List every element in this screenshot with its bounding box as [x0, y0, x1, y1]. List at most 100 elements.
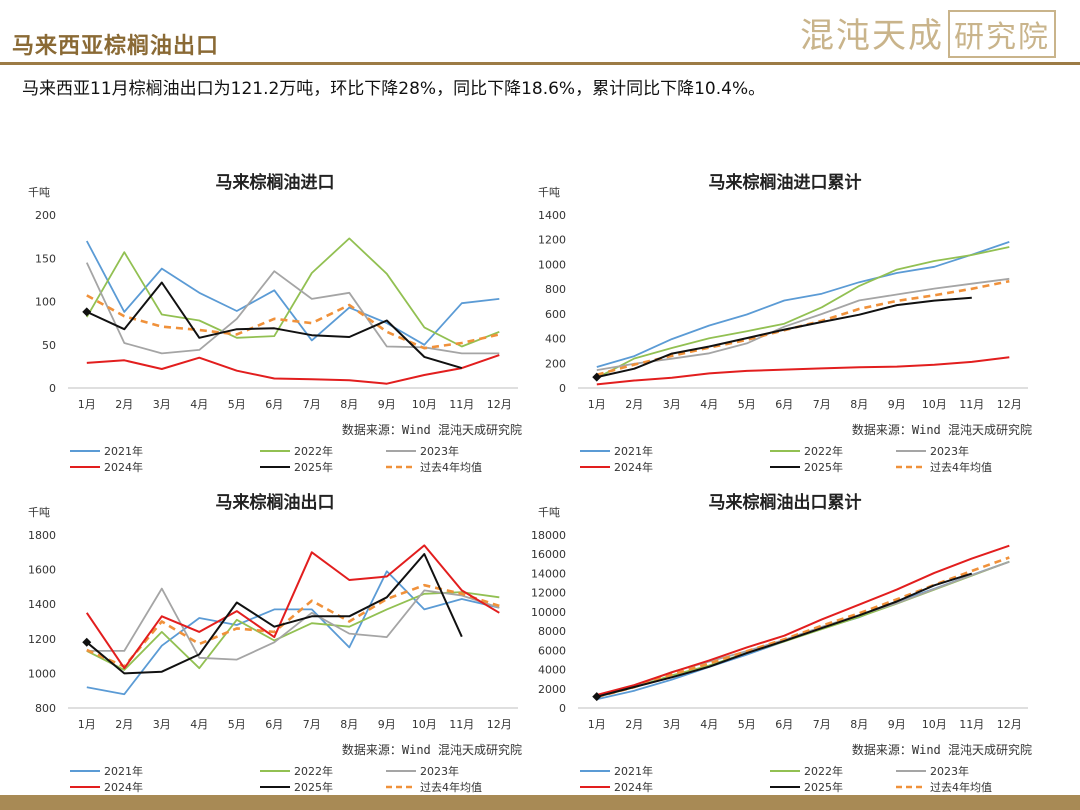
y-tick-label: 4000: [538, 664, 566, 677]
y-tick-label: 10000: [531, 606, 566, 619]
legend-label: 2024年: [614, 460, 653, 474]
series-marker-2025: [592, 372, 602, 382]
y-unit-label: 千吨: [28, 506, 50, 519]
series-line-2024: [85, 544, 500, 670]
legend-label: 2024年: [104, 460, 143, 474]
y-unit-label: 千吨: [538, 186, 560, 199]
x-tick-label: 6月: [775, 398, 793, 411]
x-tick-label: 9月: [888, 718, 906, 731]
legend-label: 过去4年均值: [930, 460, 992, 474]
y-tick-label: 100: [35, 296, 56, 309]
x-tick-label: 9月: [888, 398, 906, 411]
x-tick-label: 1月: [78, 398, 96, 411]
x-tick-label: 2月: [115, 718, 133, 731]
x-tick-label: 1月: [78, 718, 96, 731]
x-tick-label: 12月: [487, 398, 512, 411]
data-source-note: 数据来源：Wind 混沌天成研究院: [852, 422, 1032, 437]
y-tick-label: 200: [35, 209, 56, 222]
x-tick-label: 3月: [663, 398, 681, 411]
y-tick-label: 800: [35, 702, 56, 715]
x-tick-label: 11月: [959, 718, 984, 731]
x-tick-label: 5月: [228, 398, 246, 411]
x-tick-label: 3月: [153, 718, 171, 731]
y-tick-label: 1200: [28, 633, 56, 646]
x-tick-label: 9月: [378, 398, 396, 411]
header-divider: [0, 62, 1080, 65]
data-source-note: 数据来源：Wind 混沌天成研究院: [342, 742, 522, 757]
logo-wordmark: 混沌天成 研究院: [800, 10, 1056, 58]
y-tick-label: 1800: [28, 529, 56, 542]
y-tick-label: 600: [545, 308, 566, 321]
legend-label: 过去4年均值: [420, 780, 482, 794]
series-line-2025: [86, 281, 463, 370]
y-tick-label: 1400: [28, 598, 56, 611]
series-marker-2025: [82, 637, 92, 647]
y-tick-label: 16000: [531, 548, 566, 561]
series-marker-2025: [592, 692, 602, 702]
footer-bar: [0, 795, 1080, 810]
chart-export-monthly: 马来棕榈油出口 千吨 800 1000 1200 1400 1600 1800 1月 2月 3月 4月…: [20, 480, 530, 795]
x-tick-label: 6月: [775, 718, 793, 731]
legend-label: 2022年: [294, 444, 333, 458]
y-tick-label: 1600: [28, 564, 56, 577]
legend-label: 2023年: [930, 764, 969, 778]
x-tick-label: 6月: [265, 718, 283, 731]
x-tick-label: 5月: [228, 718, 246, 731]
x-tick-label: 5月: [738, 398, 756, 411]
legend-label: 2025年: [804, 780, 843, 794]
y-tick-label: 150: [35, 252, 56, 265]
x-tick-label: 8月: [340, 398, 358, 411]
x-tick-label: 3月: [663, 718, 681, 731]
y-tick-label: 400: [545, 333, 566, 346]
x-tick-label: 4月: [190, 718, 208, 731]
x-tick-label: 8月: [340, 718, 358, 731]
y-tick-label: 2000: [538, 683, 566, 696]
legend-label: 2023年: [930, 444, 969, 458]
chart-title: 马来棕榈油进口: [216, 172, 335, 193]
x-tick-label: 10月: [922, 718, 947, 731]
legend-label: 2022年: [804, 764, 843, 778]
legend-label: 2023年: [420, 764, 459, 778]
x-tick-label: 5月: [738, 718, 756, 731]
series-line-2024: [596, 356, 1010, 386]
series-line-2025: [596, 572, 973, 698]
data-source-note: 数据来源：Wind 混沌天成研究院: [852, 742, 1032, 757]
series-line-2025: [86, 553, 463, 675]
series-line-2024: [86, 354, 500, 385]
x-tick-label: 12月: [997, 398, 1022, 411]
y-tick-label: 800: [545, 283, 566, 296]
y-tick-label: 1000: [538, 258, 566, 271]
x-tick-label: 11月: [449, 398, 474, 411]
chart-title: 马来棕榈油出口: [216, 492, 335, 513]
x-tick-label: 7月: [813, 718, 831, 731]
y-tick-label: 1400: [538, 209, 566, 222]
series-line-mean: [86, 583, 500, 668]
series-line-2021: [86, 240, 500, 346]
legend-label: 2024年: [104, 780, 143, 794]
legend-label: 过去4年均值: [930, 780, 992, 794]
legend-label: 2025年: [294, 780, 333, 794]
x-tick-label: 6月: [265, 398, 283, 411]
y-tick-label: 8000: [538, 625, 566, 638]
x-tick-label: 3月: [153, 398, 171, 411]
x-tick-label: 7月: [813, 398, 831, 411]
legend-label: 过去4年均值: [420, 460, 482, 474]
x-tick-label: 4月: [190, 398, 208, 411]
y-tick-label: 18000: [531, 529, 566, 542]
y-tick-label: 12000: [531, 587, 566, 600]
page-title: 马来西亚棕榈油出口: [12, 33, 220, 59]
x-tick-label: 7月: [303, 718, 321, 731]
x-tick-label: 10月: [412, 398, 437, 411]
x-tick-label: 2月: [115, 398, 133, 411]
chart-export-cumulative: 马来棕榈油出口累计 千吨 0 2000 4000 6000 8000 10000 12000 14…: [530, 480, 1040, 795]
x-tick-label: 4月: [700, 398, 718, 411]
x-tick-label: 10月: [412, 718, 437, 731]
series-line-2022: [86, 237, 500, 348]
y-tick-label: 200: [545, 357, 566, 370]
y-tick-label: 50: [42, 339, 56, 352]
x-tick-label: 11月: [959, 398, 984, 411]
institute-logo: 混沌天成 研究院: [800, 8, 1056, 58]
x-tick-label: 8月: [850, 398, 868, 411]
